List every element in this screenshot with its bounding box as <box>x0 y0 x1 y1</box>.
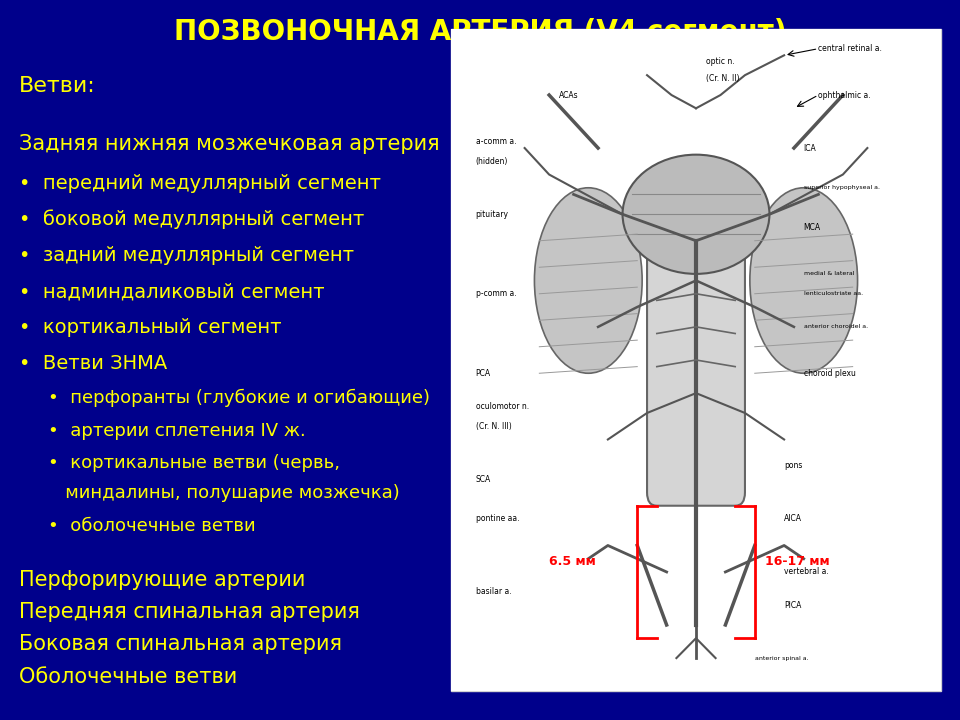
Text: MCA: MCA <box>804 223 821 232</box>
Text: PCA: PCA <box>476 369 491 378</box>
Text: choroid plexu: choroid plexu <box>804 369 855 378</box>
Text: 6.5 мм: 6.5 мм <box>549 555 596 568</box>
Text: vertebral a.: vertebral a. <box>784 567 828 577</box>
Text: ACAs: ACAs <box>559 91 579 99</box>
Text: Передняя спинальная артерия: Передняя спинальная артерия <box>19 602 360 622</box>
Text: (Cr. N. III): (Cr. N. III) <box>476 422 512 431</box>
Text: •  перфоранты (глубокие и огибающие): • перфоранты (глубокие и огибающие) <box>48 389 430 408</box>
Text: •  оболочечные ветви: • оболочечные ветви <box>48 517 255 534</box>
Text: •  Ветви ЗНМА: • Ветви ЗНМА <box>19 354 167 373</box>
Ellipse shape <box>622 155 770 274</box>
Text: •  артерии сплетения IV ж.: • артерии сплетения IV ж. <box>48 421 305 439</box>
Text: ПОЗВОНОЧНАЯ АРТЕРИЯ (V4 сегмент): ПОЗВОНОЧНАЯ АРТЕРИЯ (V4 сегмент) <box>174 19 786 46</box>
Text: SCA: SCA <box>476 474 491 484</box>
Text: •  кортикальный сегмент: • кортикальный сегмент <box>19 318 282 337</box>
Text: 16-17 мм: 16-17 мм <box>764 555 829 568</box>
Text: Перфорирующие артерии: Перфорирующие артерии <box>19 570 305 590</box>
Text: pontine aa.: pontine aa. <box>476 515 519 523</box>
Text: (Cr. N. II): (Cr. N. II) <box>706 74 739 83</box>
Text: lenticulostriate aa.: lenticulostriate aa. <box>804 292 863 296</box>
Text: p-comm a.: p-comm a. <box>476 289 516 298</box>
Text: •  передний медуллярный сегмент: • передний медуллярный сегмент <box>19 174 381 193</box>
Ellipse shape <box>535 188 642 373</box>
Text: medial & lateral: medial & lateral <box>804 271 854 276</box>
FancyBboxPatch shape <box>647 201 745 505</box>
Text: Оболочечные ветви: Оболочечные ветви <box>19 667 237 687</box>
FancyBboxPatch shape <box>451 29 941 691</box>
Text: PICA: PICA <box>784 600 802 610</box>
Text: Боковая спинальная артерия: Боковая спинальная артерия <box>19 634 342 654</box>
Text: •  боковой медуллярный сегмент: • боковой медуллярный сегмент <box>19 210 365 230</box>
Text: anterior choroidel a.: anterior choroidel a. <box>804 325 868 329</box>
Text: superior hypophyseal a.: superior hypophyseal a. <box>804 185 879 190</box>
Text: •  задний медуллярный сегмент: • задний медуллярный сегмент <box>19 246 354 265</box>
Text: миндалины, полушарие мозжечка): миндалины, полушарие мозжечка) <box>48 485 399 503</box>
Text: Задняя нижняя мозжечковая артерия: Задняя нижняя мозжечковая артерия <box>19 134 440 154</box>
Text: ophthalmic a.: ophthalmic a. <box>818 91 871 99</box>
Text: anterior spinal a.: anterior spinal a. <box>755 656 808 660</box>
Text: (hidden): (hidden) <box>476 157 508 166</box>
Text: Ветви:: Ветви: <box>19 76 96 96</box>
Text: oculomotor n.: oculomotor n. <box>476 402 529 411</box>
Text: basilar a.: basilar a. <box>476 588 512 596</box>
Text: ICA: ICA <box>804 143 816 153</box>
Text: •  надминдаликовый сегмент: • надминдаликовый сегмент <box>19 282 324 301</box>
Text: pons: pons <box>784 462 803 470</box>
Text: optic n.: optic n. <box>706 58 734 66</box>
Text: a-comm a.: a-comm a. <box>476 137 516 146</box>
Ellipse shape <box>750 188 857 373</box>
Text: central retinal a.: central retinal a. <box>818 44 882 53</box>
Text: AICA: AICA <box>784 515 803 523</box>
Text: •  кортикальные ветви (червь,: • кортикальные ветви (червь, <box>48 454 340 472</box>
Text: pituitary: pituitary <box>476 210 509 219</box>
